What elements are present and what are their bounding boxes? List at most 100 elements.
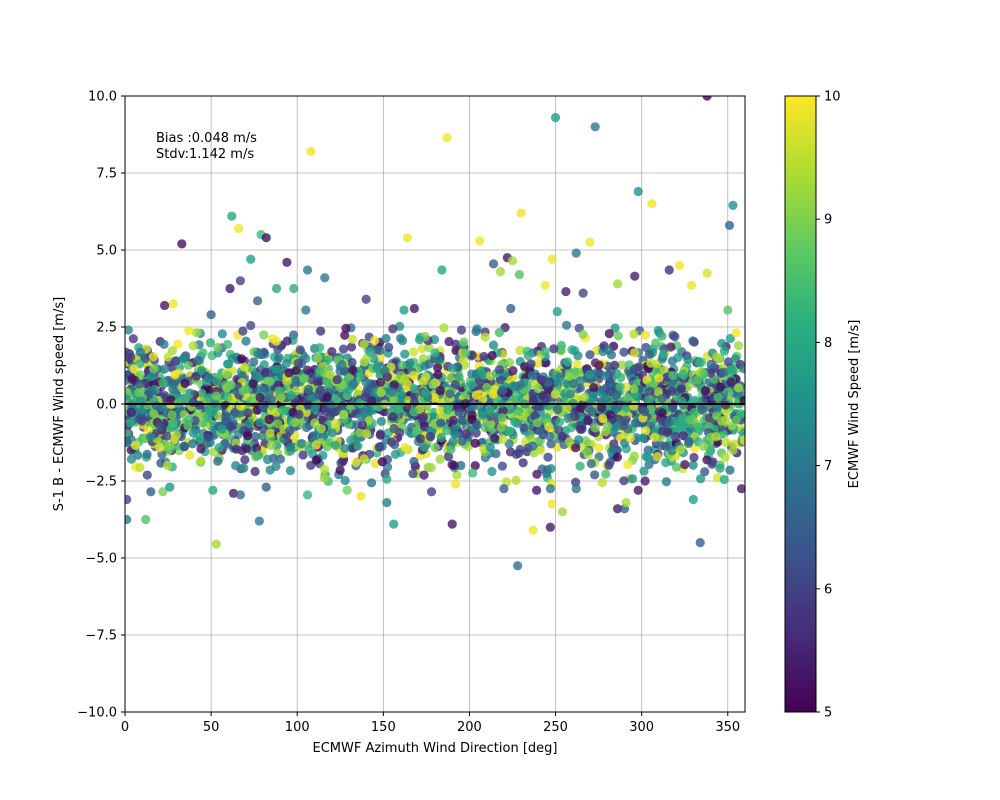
scatter-point [168, 418, 178, 428]
scatter-point [519, 423, 529, 433]
scatter-point [303, 385, 314, 395]
scatter-point [556, 345, 566, 355]
scatter-point [258, 431, 268, 441]
y-tick-label: 2.5 [96, 321, 117, 336]
scatter-point [617, 360, 627, 370]
scatter-point [384, 342, 394, 352]
scatter-point [260, 383, 270, 394]
scatter-point [678, 369, 688, 379]
scatter-point [266, 440, 276, 451]
scatter-point [528, 525, 538, 535]
scatter-point [480, 332, 490, 342]
scatter-point [217, 424, 227, 434]
scatter-point [409, 456, 419, 467]
scatter-point [234, 408, 244, 418]
scatter-point [688, 460, 698, 470]
scatter-point [457, 436, 467, 446]
scatter-point [235, 490, 245, 500]
scatter-point [321, 406, 331, 417]
scatter-point [134, 388, 144, 398]
scatter-point [254, 516, 264, 526]
scatter-point [294, 409, 304, 420]
scatter-point [515, 380, 525, 390]
scatter-point [135, 370, 146, 380]
scatter-point [191, 327, 202, 338]
scatter-point [585, 237, 595, 247]
scatter-point [461, 429, 471, 439]
scatter-point [571, 248, 581, 258]
scatter-point [711, 432, 721, 442]
scatter-point [733, 341, 744, 351]
scatter-point [165, 441, 175, 451]
scatter-point [342, 485, 352, 495]
scatter-point [706, 368, 716, 378]
scatter-point [397, 390, 407, 401]
scatter-point [415, 335, 425, 345]
scatter-point [736, 409, 745, 419]
colorbar-tick-label: 10 [824, 90, 841, 105]
scatter-point [198, 348, 208, 358]
scatter-point [159, 339, 169, 349]
scatter-point [540, 395, 551, 405]
scatter-point [470, 438, 480, 448]
scatter-point [167, 346, 178, 356]
scatter-point [644, 395, 655, 405]
scatter-point [623, 424, 633, 434]
scatter-point [128, 334, 138, 344]
scatter-point [362, 404, 372, 414]
scatter-point [347, 334, 358, 344]
scatter-point [711, 411, 722, 421]
scatter-point [214, 442, 224, 453]
scatter-point [585, 369, 595, 380]
scatter-point [289, 283, 299, 294]
scatter-point [475, 401, 485, 411]
scatter-point [668, 403, 678, 413]
scatter-point [193, 355, 203, 366]
scatter-point [145, 432, 156, 442]
scatter-point [205, 338, 216, 348]
scatter-point [421, 372, 431, 382]
scatter-point [733, 383, 744, 393]
scatter-point [629, 348, 640, 358]
scatter-point [361, 377, 371, 387]
scatter-point [706, 359, 716, 369]
scatter-point [135, 347, 146, 357]
scatter-point [646, 358, 656, 368]
scatter-point [355, 427, 365, 438]
scatter-point [149, 408, 159, 419]
scatter-point [728, 200, 738, 210]
scatter-point [641, 426, 651, 436]
scatter-point [331, 418, 341, 429]
scatter-point [127, 374, 137, 384]
scatter-point [240, 455, 250, 465]
scatter-point [566, 412, 576, 422]
scatter-point [622, 393, 632, 403]
scatter-point [160, 300, 170, 311]
scatter-point [265, 465, 275, 475]
scatter-point [572, 359, 582, 369]
scatter-point [532, 485, 542, 495]
scatter-point [724, 220, 735, 230]
scatter-point [696, 474, 706, 484]
scatter-point [268, 334, 278, 344]
scatter-point [451, 479, 461, 489]
scatter-point [402, 233, 413, 243]
scatter-point [437, 265, 447, 275]
scatter-point [480, 423, 490, 433]
y-axis-ticks: −10.0 −7.5 −5.0 −2.5 0.0 2.5 5.0 7.5 10.0 [77, 90, 125, 721]
scatter-point [571, 484, 581, 494]
scatter-point [212, 376, 222, 387]
scatter-point [306, 146, 316, 157]
scatter-point [605, 386, 615, 397]
scatter-point [335, 465, 345, 475]
scatter-point [223, 370, 233, 380]
scatter-point [273, 344, 283, 354]
scatter-point [629, 329, 639, 339]
scatter-point [719, 474, 729, 485]
scatter-point [221, 411, 231, 421]
scatter-point [151, 401, 162, 411]
scatter-point [564, 371, 574, 381]
scatter-point [583, 415, 593, 426]
scatter-point [310, 418, 320, 428]
scatter-point [166, 395, 176, 405]
